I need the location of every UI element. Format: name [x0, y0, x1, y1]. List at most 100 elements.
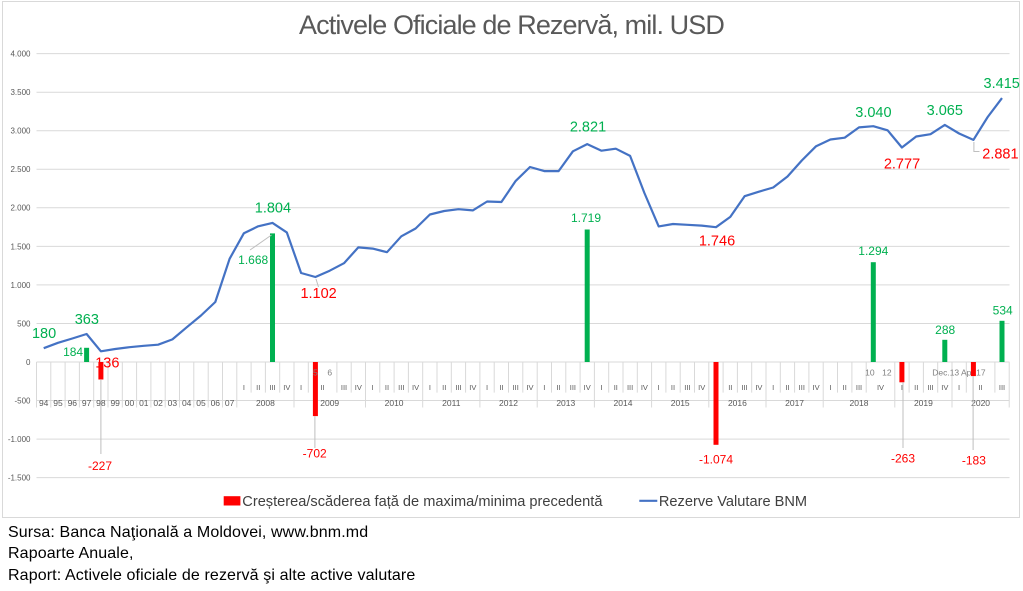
- svg-text:3.000: 3.000: [10, 127, 31, 136]
- svg-text:01: 01: [139, 398, 149, 408]
- svg-text:288: 288: [935, 323, 955, 337]
- svg-text:II: II: [785, 383, 789, 392]
- svg-text:II: II: [671, 383, 675, 392]
- svg-text:Activele Oficiale de Rezervă,: Activele Oficiale de Rezervă, mil. USD: [299, 10, 724, 40]
- svg-text:2.881: 2.881: [982, 146, 1018, 162]
- svg-text:II: II: [442, 383, 446, 392]
- svg-text:II: II: [557, 383, 561, 392]
- svg-text:II: II: [979, 383, 983, 392]
- svg-text:99: 99: [110, 398, 120, 408]
- svg-text:III: III: [856, 383, 862, 392]
- svg-text:IV: IV: [526, 383, 533, 392]
- svg-text:12: 12: [882, 367, 892, 377]
- svg-text:I: I: [772, 383, 774, 392]
- svg-text:I: I: [600, 383, 602, 392]
- svg-text:IV: IV: [941, 383, 948, 392]
- svg-text:-702: -702: [303, 447, 327, 461]
- svg-text:I: I: [243, 383, 245, 392]
- svg-text:1.000: 1.000: [10, 281, 31, 290]
- svg-text:IV: IV: [355, 383, 362, 392]
- svg-text:Creșterea/scăderea față de max: Creșterea/scăderea față de maxima/minima…: [242, 494, 603, 510]
- svg-text:III: III: [513, 383, 519, 392]
- svg-text:III: III: [570, 383, 576, 392]
- svg-text:2017: 2017: [785, 398, 804, 408]
- svg-text:534: 534: [993, 303, 1013, 317]
- svg-text:IV: IV: [412, 383, 419, 392]
- svg-text:I: I: [829, 383, 831, 392]
- svg-text:III: III: [398, 383, 404, 392]
- svg-text:2.000: 2.000: [10, 204, 31, 213]
- svg-text:I: I: [486, 383, 488, 392]
- svg-text:I: I: [372, 383, 374, 392]
- svg-text:06: 06: [211, 398, 221, 408]
- svg-text:2.821: 2.821: [570, 120, 606, 136]
- svg-text:2012: 2012: [499, 398, 518, 408]
- svg-text:363: 363: [75, 312, 99, 328]
- svg-text:I: I: [958, 383, 960, 392]
- svg-text:I: I: [429, 383, 431, 392]
- svg-text:I: I: [658, 383, 660, 392]
- svg-text:3.065: 3.065: [927, 103, 963, 119]
- svg-text:II: II: [321, 383, 325, 392]
- svg-text:97: 97: [82, 398, 92, 408]
- svg-text:2011: 2011: [442, 398, 461, 408]
- svg-text:2018: 2018: [850, 398, 869, 408]
- svg-text:-1.500: -1.500: [8, 474, 31, 483]
- svg-text:III: III: [627, 383, 633, 392]
- svg-text:Dec.13: Dec.13: [932, 367, 959, 377]
- svg-text:02: 02: [153, 398, 163, 408]
- svg-text:-263: -263: [891, 452, 915, 466]
- svg-text:III: III: [799, 383, 805, 392]
- svg-text:II: II: [385, 383, 389, 392]
- svg-text:3.500: 3.500: [10, 88, 31, 97]
- svg-text:2009: 2009: [320, 398, 339, 408]
- svg-text:2.500: 2.500: [10, 165, 31, 174]
- svg-text:2008: 2008: [256, 398, 275, 408]
- svg-text:0: 0: [26, 358, 31, 367]
- svg-text:IV: IV: [283, 383, 290, 392]
- svg-text:96: 96: [68, 398, 78, 408]
- svg-text:IV: IV: [755, 383, 762, 392]
- svg-text:3.040: 3.040: [855, 105, 891, 121]
- svg-text:III: III: [684, 383, 690, 392]
- svg-text:1.719: 1.719: [571, 211, 601, 225]
- svg-text:136: 136: [95, 356, 119, 372]
- svg-text:2014: 2014: [614, 398, 633, 408]
- svg-text:II: II: [256, 383, 260, 392]
- svg-text:-1.074: -1.074: [699, 453, 733, 467]
- svg-text:IV: IV: [698, 383, 705, 392]
- svg-text:II: II: [614, 383, 618, 392]
- svg-text:-1.000: -1.000: [8, 435, 31, 444]
- svg-text:6: 6: [327, 367, 332, 377]
- svg-text:94: 94: [39, 398, 49, 408]
- svg-text:05: 05: [196, 398, 206, 408]
- svg-text:IV: IV: [584, 383, 591, 392]
- svg-text:2016: 2016: [728, 398, 747, 408]
- svg-text:2020: 2020: [971, 398, 990, 408]
- svg-text:IV: IV: [469, 383, 476, 392]
- svg-text:2019: 2019: [914, 398, 933, 408]
- svg-text:00: 00: [125, 398, 135, 408]
- svg-text:III: III: [927, 383, 933, 392]
- svg-text:500: 500: [17, 319, 31, 328]
- svg-text:II: II: [914, 383, 918, 392]
- svg-text:1.294: 1.294: [858, 244, 888, 258]
- svg-text:5: 5: [313, 367, 318, 377]
- svg-text:II: II: [843, 383, 847, 392]
- svg-text:III: III: [269, 383, 275, 392]
- svg-text:4.000: 4.000: [10, 50, 31, 59]
- svg-text:95: 95: [53, 398, 63, 408]
- svg-text:2010: 2010: [385, 398, 404, 408]
- svg-text:2015: 2015: [671, 398, 690, 408]
- svg-text:184: 184: [63, 345, 83, 359]
- svg-text:1.500: 1.500: [10, 242, 31, 251]
- svg-text:IV: IV: [813, 383, 820, 392]
- svg-text:III: III: [741, 383, 747, 392]
- svg-text:-500: -500: [14, 396, 31, 405]
- svg-text:2013: 2013: [556, 398, 575, 408]
- svg-text:10: 10: [865, 367, 875, 377]
- svg-text:I: I: [300, 383, 302, 392]
- svg-text:180: 180: [32, 326, 56, 342]
- svg-text:II: II: [728, 383, 732, 392]
- svg-text:1.746: 1.746: [699, 233, 735, 249]
